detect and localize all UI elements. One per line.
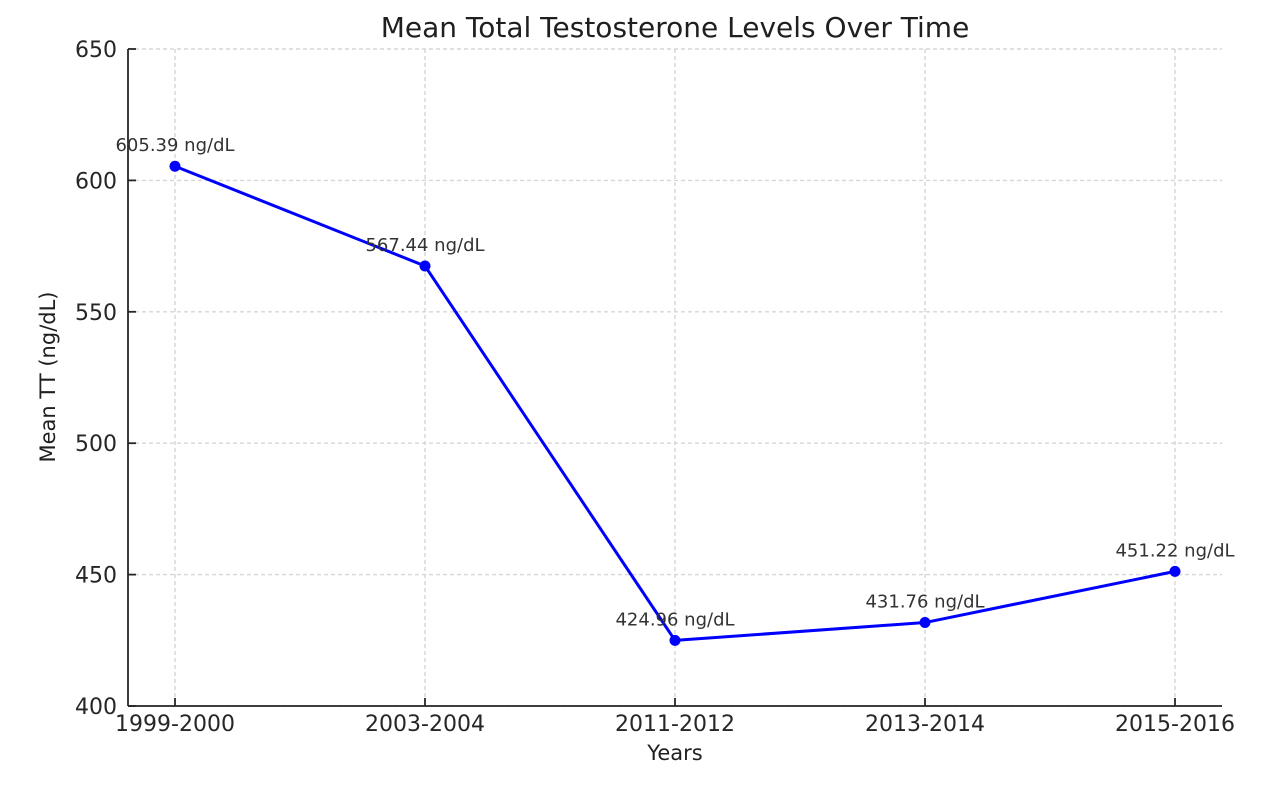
data-point-label: 451.22 ng/dL xyxy=(1115,540,1234,561)
y-tick-label: 450 xyxy=(75,564,117,589)
data-point-label: 605.39 ng/dL xyxy=(115,135,234,156)
x-tick-label: 2003-2004 xyxy=(365,712,485,737)
data-series xyxy=(169,160,1181,646)
x-tick-label: 2011-2012 xyxy=(615,712,735,737)
y-tick-label: 650 xyxy=(75,38,117,63)
y-tick-label: 500 xyxy=(75,432,117,457)
x-tick-label: 2013-2014 xyxy=(865,712,985,737)
x-tick-label: 1999-2000 xyxy=(115,712,235,737)
data-point-label: 424.96 ng/dL xyxy=(615,609,734,630)
gridlines xyxy=(128,48,1222,707)
data-point-marker xyxy=(919,617,931,629)
y-tick-label: 600 xyxy=(75,169,117,194)
y-tick-label: 400 xyxy=(75,695,117,720)
data-point-marker xyxy=(169,160,181,172)
data-point-marker xyxy=(419,260,431,272)
data-point-label: 567.44 ng/dL xyxy=(365,235,484,256)
y-tick-label: 550 xyxy=(75,301,117,326)
x-axis-label: Years xyxy=(646,741,702,765)
data-point-marker xyxy=(669,634,681,646)
data-point-label: 431.76 ng/dL xyxy=(865,592,984,613)
tick-marks xyxy=(128,48,1176,707)
tick-labels: 400 450 500 550 600 650 1999-2000 2003-2004 2011… xyxy=(75,38,1235,737)
y-axis-label: Mean TT (ng/dL) xyxy=(36,292,60,463)
x-tick-label: 2015-2016 xyxy=(1115,712,1235,737)
chart-title: Mean Total Testosterone Levels Over Time xyxy=(381,11,970,44)
point-annotations: 605.39 ng/dL 567.44 ng/dL 424.96 ng/dL 431.… xyxy=(115,135,1234,630)
data-point-marker xyxy=(1169,565,1181,577)
